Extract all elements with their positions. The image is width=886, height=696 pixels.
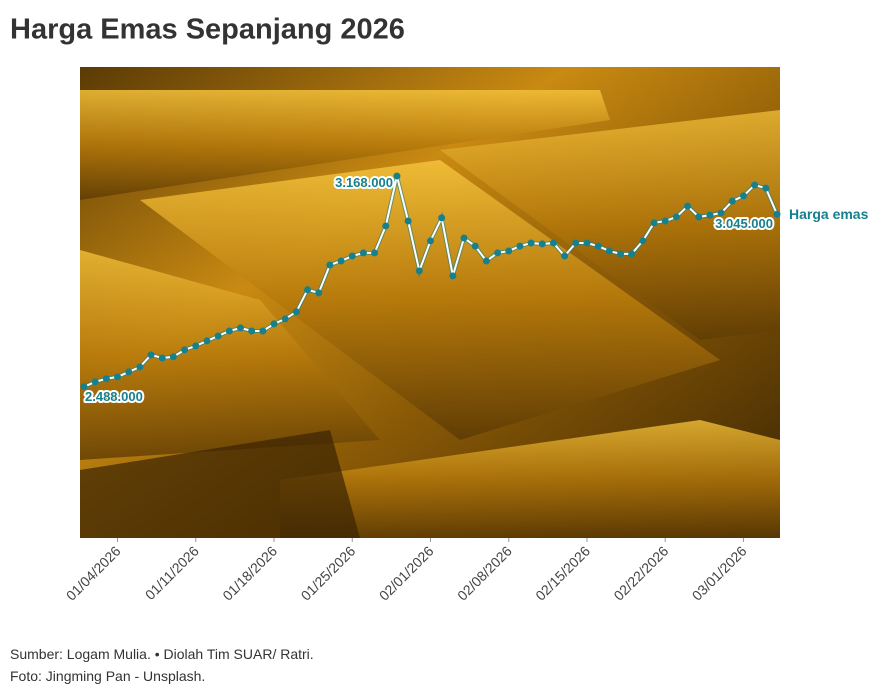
point (617, 250, 625, 258)
point (728, 197, 736, 205)
x-tick-label: 01/25/2026 (298, 543, 359, 604)
value-label-halo: 3.168.000 (335, 175, 393, 190)
point (706, 211, 714, 219)
point (471, 242, 479, 250)
value-label: 3.045.000 (715, 216, 773, 231)
point (192, 342, 200, 350)
point (214, 332, 222, 340)
point (516, 242, 524, 250)
point (438, 214, 446, 222)
point (773, 210, 781, 218)
point (136, 363, 144, 371)
value-label-halo: 2.488.000 (85, 389, 143, 404)
point (527, 239, 535, 247)
point (482, 257, 490, 265)
value-label: 3.168.000 (335, 175, 393, 190)
point (661, 217, 669, 225)
point (248, 327, 256, 335)
value-label-halo: 3.045.000 (715, 216, 773, 231)
point (594, 242, 602, 250)
point (460, 234, 468, 242)
point (203, 337, 211, 345)
point (259, 327, 267, 335)
source-note: Sumber: Logam Mulia. • Diolah Tim SUAR/ … (10, 646, 314, 662)
point (359, 249, 367, 257)
point (561, 252, 569, 260)
point (605, 247, 613, 255)
point (684, 202, 692, 210)
photo-credit: Foto: Jingming Pan - Unsplash. (10, 668, 206, 684)
point (102, 375, 110, 383)
point (650, 219, 658, 227)
point (371, 249, 379, 257)
x-tick-label: 02/08/2026 (454, 543, 515, 604)
x-tick-label: 02/15/2026 (532, 543, 593, 604)
point (158, 354, 166, 362)
x-tick-label: 01/18/2026 (219, 543, 280, 604)
point (672, 213, 680, 221)
point (270, 320, 278, 328)
point (169, 353, 177, 361)
point (494, 249, 502, 257)
point (382, 222, 390, 230)
value-label: 2.488.000 (85, 389, 143, 404)
chart-title: Harga Emas Sepanjang 2026 (10, 14, 405, 46)
point (639, 237, 647, 245)
point (337, 257, 345, 265)
x-tick-label: 01/04/2026 (63, 543, 124, 604)
point (583, 239, 591, 247)
point (695, 213, 703, 221)
point (751, 181, 759, 189)
point (628, 250, 636, 258)
x-tick-label: 01/11/2026 (142, 543, 202, 603)
point (572, 239, 580, 247)
point (315, 289, 323, 297)
point (449, 272, 457, 280)
point (404, 217, 412, 225)
point (147, 351, 155, 359)
point (717, 209, 725, 217)
point (505, 247, 513, 255)
point (225, 327, 233, 335)
point (125, 368, 133, 376)
x-tick-label: 03/01/2026 (689, 543, 750, 604)
point (538, 240, 546, 248)
point (739, 192, 747, 200)
point (292, 308, 300, 316)
point (114, 373, 122, 381)
point (415, 267, 423, 275)
point (181, 346, 189, 354)
point (427, 237, 434, 245)
point (762, 184, 770, 192)
point (304, 286, 312, 294)
point (393, 172, 401, 180)
point (281, 315, 289, 323)
point (91, 378, 99, 386)
point (80, 383, 88, 391)
series-label: Harga emas (789, 206, 869, 222)
x-tick-label: 02/22/2026 (610, 543, 671, 604)
point (326, 261, 334, 269)
point (549, 239, 557, 247)
point (348, 252, 356, 260)
x-tick-label: 02/01/2026 (376, 543, 437, 604)
photo-background (80, 67, 780, 538)
point (236, 324, 244, 332)
